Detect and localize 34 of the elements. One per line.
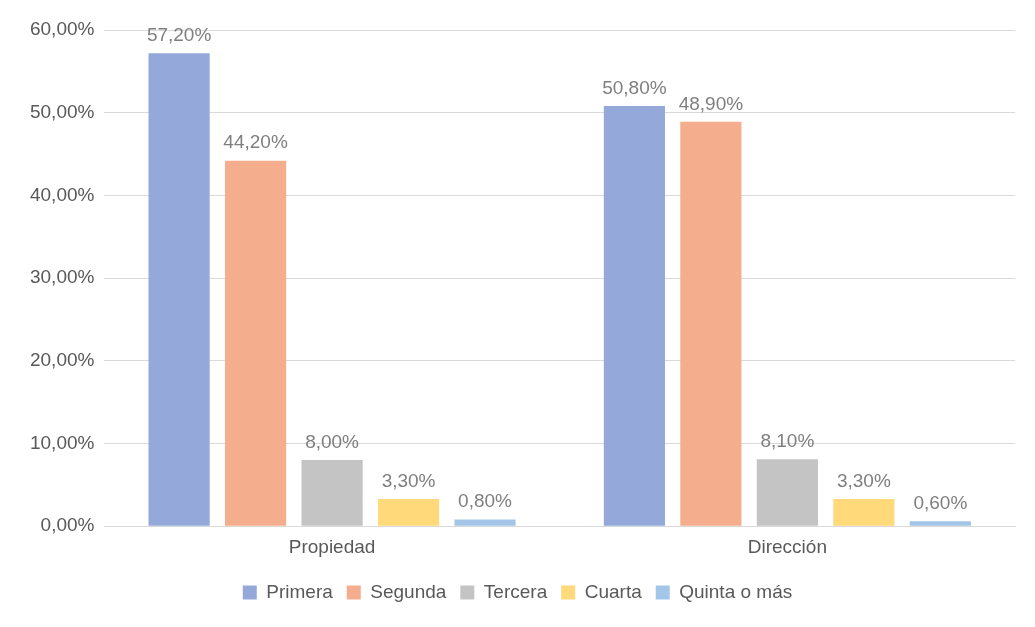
bar xyxy=(603,106,665,526)
legend-label: Quinta o más xyxy=(679,580,793,602)
bar xyxy=(377,498,440,526)
data-label: 50,80% xyxy=(602,76,667,98)
data-label: 3,30% xyxy=(836,469,891,491)
legend-label: Tercera xyxy=(483,580,548,602)
data-label: 8,00% xyxy=(305,430,360,452)
y-tick-label: 60,00% xyxy=(29,18,95,40)
bar xyxy=(756,459,818,526)
data-label: 0,80% xyxy=(458,490,513,512)
legend-label: Primera xyxy=(266,580,334,602)
data-label: 48,90% xyxy=(678,92,744,114)
bar xyxy=(680,121,742,526)
y-tick-label: 30,00% xyxy=(29,266,95,288)
bar xyxy=(148,53,210,526)
y-tick-label: 50,00% xyxy=(29,100,95,122)
legend-label: Segunda xyxy=(370,580,447,602)
y-tick-label: 40,00% xyxy=(29,183,95,205)
bar xyxy=(833,498,895,526)
x-tick-label: Propiedad xyxy=(288,535,376,557)
bar xyxy=(454,519,516,526)
data-label: 3,30% xyxy=(381,469,436,491)
data-label: 8,10% xyxy=(760,429,815,451)
y-tick-label: 20,00% xyxy=(29,349,95,371)
y-tick-label: 10,00% xyxy=(29,431,95,453)
data-label: 44,20% xyxy=(223,131,288,153)
bar xyxy=(909,521,971,526)
data-label: 0,60% xyxy=(913,491,968,513)
bar xyxy=(301,460,363,526)
bar xyxy=(225,160,287,526)
x-tick-label: Dirección xyxy=(747,535,827,557)
legend-label: Cuarta xyxy=(584,580,643,602)
y-tick-label: 0,00% xyxy=(40,514,95,536)
data-label: 57,20% xyxy=(146,23,212,45)
